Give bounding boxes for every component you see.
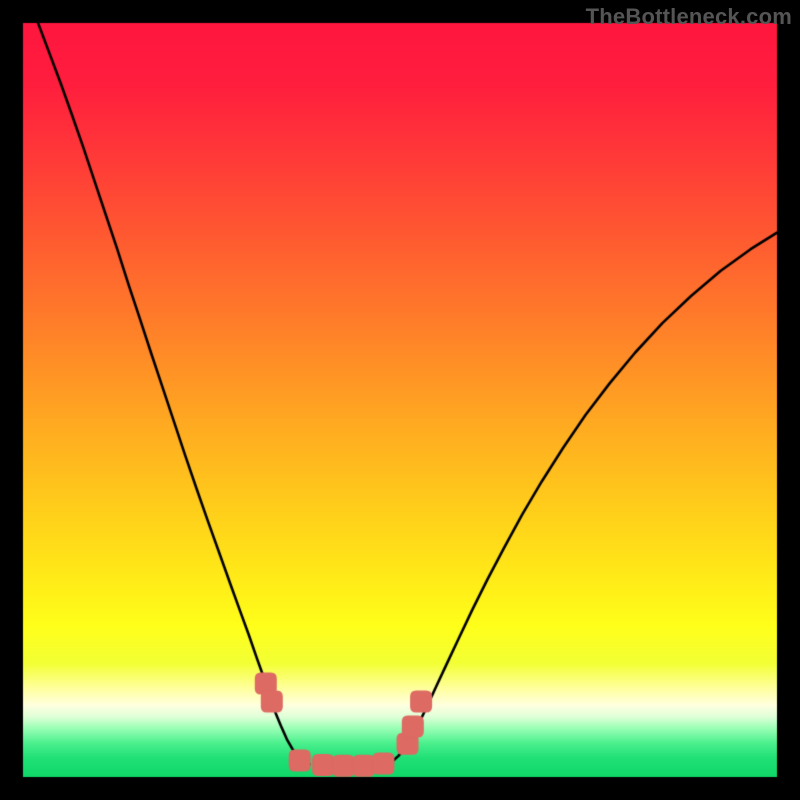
bottleneck-v-curve-chart	[0, 0, 800, 800]
chart-container: TheBottleneck.com	[0, 0, 800, 800]
watermark-text: TheBottleneck.com	[586, 4, 792, 30]
